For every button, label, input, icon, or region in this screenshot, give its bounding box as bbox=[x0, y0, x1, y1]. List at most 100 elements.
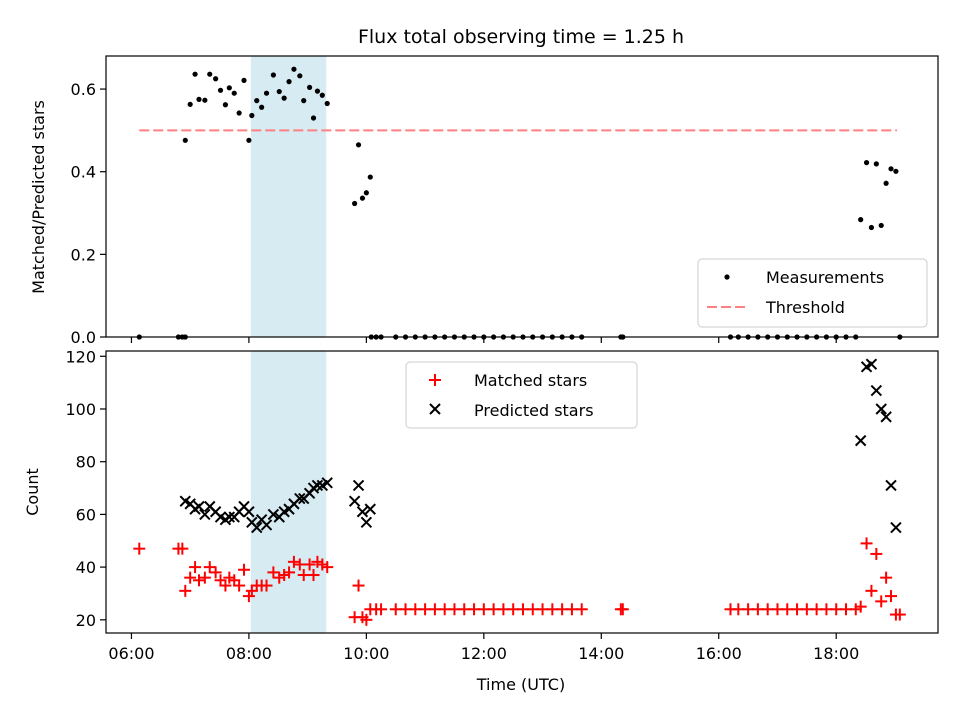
bottom-legend: Matched stars Predicted stars bbox=[405, 361, 638, 429]
top-y-axis-label: Matched/Predicted stars bbox=[29, 100, 48, 294]
matched-star-point bbox=[321, 561, 334, 574]
x-tick-label: 08:00 bbox=[226, 644, 272, 663]
measurement-point bbox=[873, 161, 879, 167]
measurement-point bbox=[263, 90, 270, 96]
x-axis-label: Time (UTC) bbox=[476, 675, 565, 694]
measurement-point bbox=[249, 112, 255, 119]
matched-star-point bbox=[179, 584, 192, 597]
matched-star-point bbox=[860, 537, 873, 550]
top-panel-frame bbox=[105, 55, 939, 338]
legend-predicted-label: Predicted stars bbox=[474, 401, 594, 420]
matched-star-point bbox=[209, 566, 222, 579]
top-legend: Measurements Threshold bbox=[697, 258, 928, 328]
matched-stars-series bbox=[133, 537, 906, 626]
bottom-legend-box bbox=[405, 361, 638, 429]
measurement-point bbox=[217, 87, 224, 93]
measurement-point bbox=[324, 100, 330, 107]
predicted-star-point bbox=[260, 519, 273, 531]
measurement-point bbox=[297, 73, 303, 79]
matched-star-point bbox=[375, 603, 388, 616]
x-tick-label: 14:00 bbox=[578, 644, 624, 663]
measurement-point bbox=[213, 76, 219, 82]
measurement-point bbox=[352, 200, 358, 207]
measurement-point bbox=[878, 222, 884, 229]
matched-star-point bbox=[616, 603, 629, 616]
measurement-point bbox=[226, 85, 232, 91]
measurement-point bbox=[192, 71, 198, 77]
predicted-star-point bbox=[321, 477, 333, 489]
measurement-point bbox=[291, 66, 297, 72]
matched-star-point bbox=[189, 561, 202, 574]
predicted-star-point bbox=[890, 521, 902, 534]
measurement-point bbox=[281, 95, 287, 101]
predicted-star-point bbox=[193, 500, 205, 513]
matched-star-point bbox=[242, 590, 255, 603]
matched-star-point bbox=[238, 563, 251, 576]
measurement-point bbox=[359, 195, 366, 201]
predicted-star-point bbox=[880, 411, 892, 423]
measurement-point bbox=[222, 102, 229, 108]
predicted-star-point bbox=[875, 403, 887, 415]
measurement-point bbox=[893, 168, 899, 174]
predicted-star-point bbox=[364, 503, 376, 515]
chart-title: Flux total observing time = 1.25 h bbox=[358, 26, 684, 48]
matched-star-point bbox=[203, 561, 216, 574]
predicted-star-point bbox=[267, 508, 280, 521]
measurement-point bbox=[363, 190, 369, 196]
measurement-point bbox=[888, 166, 894, 172]
bottom-y-axis-label: Count bbox=[23, 468, 42, 516]
y-tick-label-top: 0.6 bbox=[71, 80, 96, 99]
measurement-point bbox=[207, 71, 213, 77]
matched-star-point bbox=[267, 566, 280, 579]
y-tick-label-top: 0.4 bbox=[71, 163, 96, 182]
matched-star-point bbox=[307, 569, 320, 582]
bottom-panel-frame bbox=[105, 350, 939, 634]
measurement-point bbox=[883, 180, 889, 186]
matched-star-point bbox=[360, 613, 373, 626]
predicted-star-point bbox=[854, 434, 867, 447]
x-tick-label: 06:00 bbox=[108, 644, 154, 663]
matched-star-point bbox=[885, 590, 898, 603]
measurement-point bbox=[355, 142, 362, 148]
measurement-point bbox=[202, 97, 208, 103]
matched-star-point bbox=[875, 595, 888, 608]
matched-star-point bbox=[133, 542, 146, 555]
measurement-point bbox=[310, 115, 317, 121]
y-tick-label-bottom: 60 bbox=[76, 505, 96, 524]
measurement-point bbox=[270, 72, 276, 78]
predicted-star-point bbox=[294, 492, 306, 505]
matched-star-point bbox=[303, 558, 316, 571]
measurement-point bbox=[196, 96, 202, 102]
matched-star-point bbox=[260, 579, 273, 592]
matched-star-point bbox=[198, 571, 211, 584]
matched-star-point bbox=[893, 608, 906, 621]
matched-star-point bbox=[287, 555, 300, 568]
measurement-point bbox=[868, 224, 875, 231]
measurement-point bbox=[314, 88, 321, 94]
x-tick-label: 10:00 bbox=[343, 644, 389, 663]
predicted-star-point bbox=[348, 495, 361, 507]
top-panel: 0.0 0.2 0.4 0.6 Matched/Predicted stars Mea… bbox=[29, 55, 939, 347]
predicted-star-point bbox=[223, 511, 236, 523]
measurement-point bbox=[367, 174, 373, 180]
legend-predicted-marker bbox=[429, 403, 441, 415]
measurement-point bbox=[858, 217, 864, 223]
bottom-panel: 20 40 60 80 100 120 06:00 08:00 10:00 12:00 14:00… bbox=[23, 347, 939, 694]
predicted-star-point bbox=[356, 506, 369, 518]
x-tick-label: 18:00 bbox=[813, 644, 859, 663]
matched-star-point bbox=[176, 542, 189, 555]
legend-threshold-label: Threshold bbox=[765, 298, 845, 317]
measurement-point bbox=[306, 84, 313, 91]
matched-star-point bbox=[233, 579, 246, 592]
measurement-point bbox=[301, 98, 307, 104]
x-tick-label: 16:00 bbox=[696, 644, 742, 663]
measurement-point bbox=[246, 137, 252, 143]
matched-star-point bbox=[880, 571, 893, 584]
matched-star-point bbox=[352, 579, 365, 592]
y-tick-label-bottom: 20 bbox=[76, 611, 96, 630]
measurement-point bbox=[241, 77, 247, 83]
y-tick-label-top: 0.0 bbox=[71, 328, 96, 347]
legend-matched-label: Matched stars bbox=[474, 371, 587, 390]
